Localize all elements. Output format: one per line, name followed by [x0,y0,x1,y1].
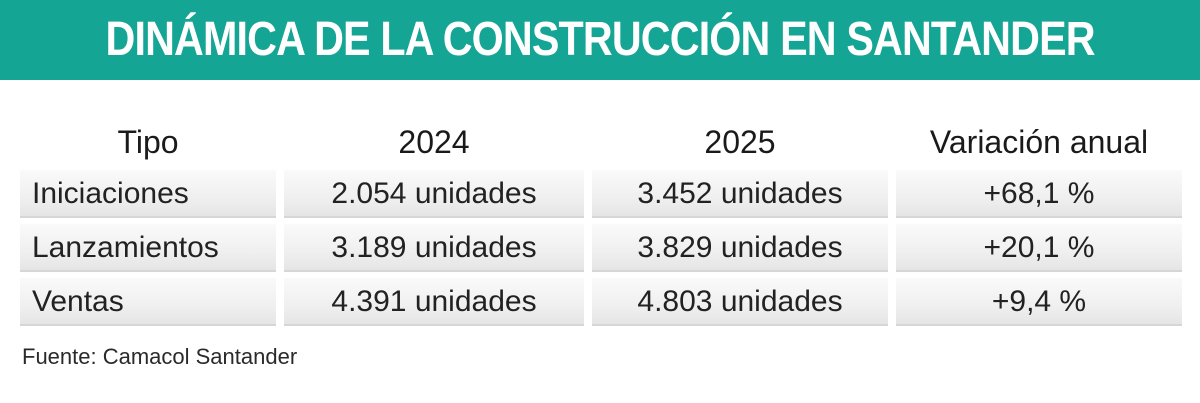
cell-variacion: +20,1 % [896,224,1182,272]
table-row-ventas: Ventas 4.391 unidades 4.803 unidades +9,… [20,278,1182,326]
cell-variacion: +68,1 % [896,170,1182,218]
column-header-tipo: Tipo [117,123,179,160]
row-label: Lanzamientos [20,224,276,272]
column-header-2024: 2024 [398,123,470,160]
chart-title: DINÁMICA DE LA CONSTRUCCIÓN EN SANTANDER [105,13,1095,66]
cell-2024: 2.054 unidades [284,170,584,218]
cell-2025: 3.452 unidades [592,170,888,218]
cell-2024: 4.391 unidades [284,278,584,326]
table-row-lanzamientos: Lanzamientos 3.189 unidades 3.829 unidad… [20,224,1182,272]
cell-2025: 3.829 unidades [592,224,888,272]
cell-2024: 3.189 unidades [284,224,584,272]
row-label: Ventas [20,278,276,326]
column-header-2025: 2025 [704,123,776,160]
row-label: Iniciaciones [20,170,276,218]
cell-variacion: +9,4 % [896,278,1182,326]
table-row-iniciaciones: Iniciaciones 2.054 unidades 3.452 unidad… [20,170,1182,218]
cell-2025: 4.803 unidades [592,278,888,326]
column-header-variacion: Variación anual [929,123,1149,160]
title-banner: DINÁMICA DE LA CONSTRUCCIÓN EN SANTANDER [0,0,1200,80]
data-table: Tipo 2024 2025 Variación anual Iniciacio… [20,116,1182,332]
source-note: Fuente: Camacol Santander [22,344,298,369]
table-header-row: Tipo 2024 2025 Variación anual [20,116,1182,168]
